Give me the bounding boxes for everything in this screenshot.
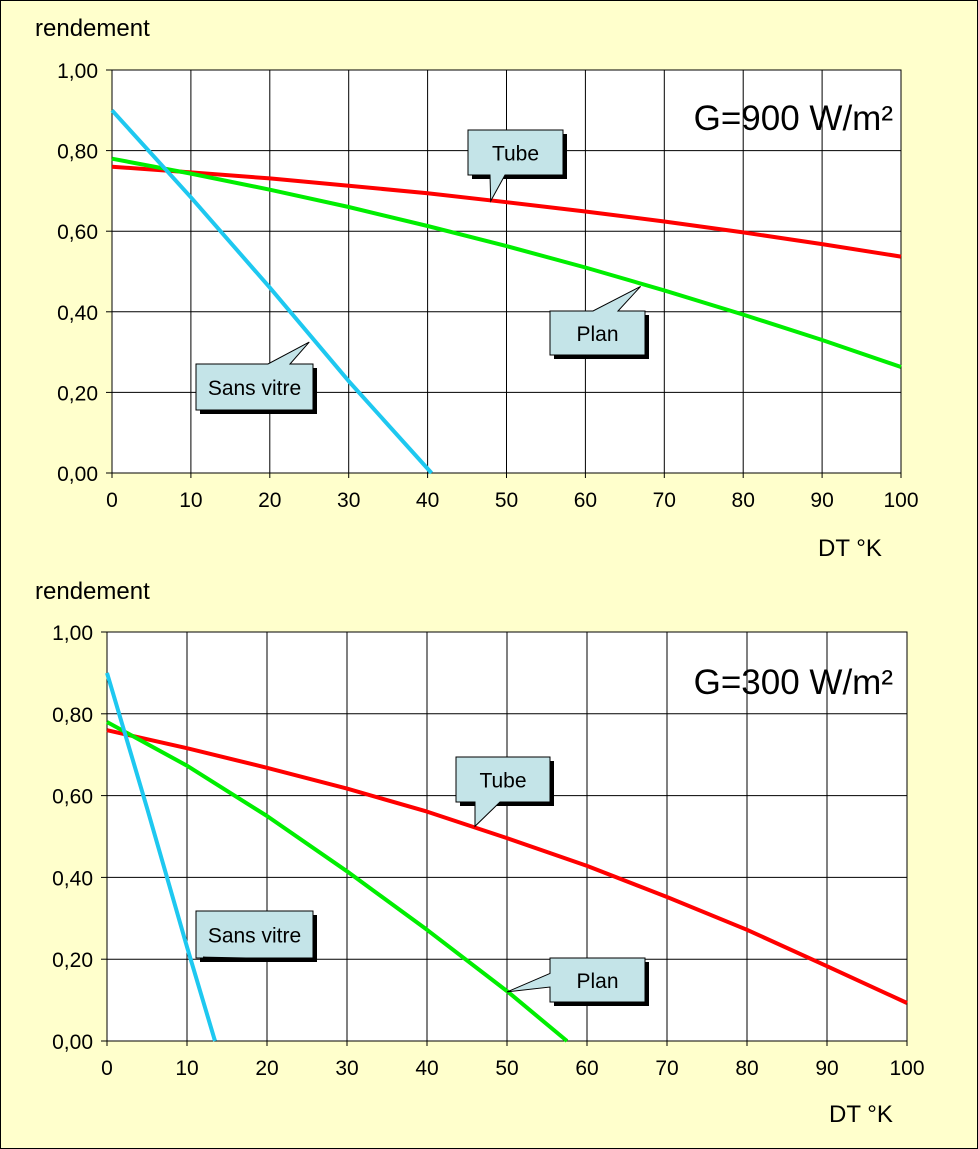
callout-tube: Tube	[455, 756, 554, 828]
callout-sans-vitre: Sans vitre	[195, 910, 317, 962]
y-tick-label: 0,80	[57, 141, 98, 164]
x-tick-label: 0	[106, 489, 118, 512]
chart-2: 0 10 20 30 40 50 60 70 80 90 100 0,00 0,20 0,40 0,60 0,…	[35, 578, 925, 1128]
callout-box	[506, 957, 646, 1003]
callout-plan: Plan	[549, 285, 649, 359]
x-tick-label: 100	[889, 1057, 924, 1080]
x-tick-label: 30	[335, 1057, 358, 1080]
x-tick-label: 60	[575, 1057, 598, 1080]
x-tick-label: 70	[653, 489, 676, 512]
callout-label: Sans vitre	[208, 925, 301, 948]
callout-tube: Tube	[467, 129, 567, 203]
x-tick-label: 40	[416, 489, 439, 512]
x-tick-label: 50	[495, 1057, 518, 1080]
chart-1: 0 10 20 30 40 50 60 70 80 90 100 0,00 0,20 0,40 0,60 0,…	[35, 15, 919, 562]
x-tick-label: 80	[732, 489, 755, 512]
x-tick-label: 100	[883, 489, 918, 512]
callout-label: Plan	[576, 323, 618, 346]
x-tick-label: 40	[415, 1057, 438, 1080]
x-tick-label: 70	[655, 1057, 678, 1080]
x-axis-label: DT °K	[818, 535, 882, 562]
callout-box	[467, 129, 564, 203]
callout-label: Plan	[576, 970, 618, 993]
callout-box	[195, 910, 314, 959]
y-tick-label: 0,40	[57, 302, 98, 325]
y-axis-label: rendement	[35, 15, 150, 42]
series-line-plan	[111, 156, 902, 369]
x-tick-label: 20	[255, 1057, 278, 1080]
callout-label: Tube	[479, 770, 526, 793]
irradiance-annotation: G=900 W/m²	[694, 99, 893, 138]
series-line-plan	[106, 720, 569, 1043]
x-tick-label: 20	[258, 489, 281, 512]
y-tick-label: 0,20	[57, 382, 98, 405]
irradiance-annotation: G=300 W/m²	[694, 663, 893, 702]
y-axis-label: rendement	[35, 578, 150, 605]
x-tick-label: 0	[101, 1057, 113, 1080]
callout-sans-vitre: Sans vitre	[195, 341, 317, 414]
callout-plan: Plan	[506, 957, 649, 1006]
y-tick-label: 0,80	[52, 704, 93, 727]
x-tick-label: 10	[175, 1057, 198, 1080]
callout-box	[549, 285, 646, 356]
x-tick-label: 90	[815, 1057, 838, 1080]
x-axis-label: DT °K	[829, 1101, 893, 1128]
series-line-sans-vitre	[110, 108, 433, 475]
x-tick-label: 10	[179, 489, 202, 512]
x-tick-label: 60	[574, 489, 597, 512]
series-line-sans-vitre	[105, 672, 217, 1042]
x-tick-label: 90	[810, 489, 833, 512]
x-tick-label: 80	[735, 1057, 758, 1080]
x-tick-label: 30	[337, 489, 360, 512]
plot-border	[106, 631, 908, 1042]
series-line-tube	[106, 728, 908, 1005]
y-tick-label: 0,00	[52, 1031, 93, 1054]
y-tick-label: 1,00	[52, 622, 93, 645]
callout-label: Sans vitre	[208, 377, 301, 400]
x-tick-label: 50	[495, 489, 518, 512]
callout-box	[195, 341, 314, 411]
plot-border	[111, 69, 902, 474]
callout-label: Tube	[492, 143, 539, 166]
y-tick-label: 0,40	[52, 867, 93, 890]
series-line-tube	[111, 164, 902, 259]
y-tick-label: 0,20	[52, 949, 93, 972]
y-tick-label: 0,00	[57, 463, 98, 486]
y-tick-label: 0,60	[52, 786, 93, 809]
callout-box	[455, 756, 551, 828]
y-tick-label: 1,00	[57, 60, 98, 83]
y-tick-label: 0,60	[57, 221, 98, 244]
